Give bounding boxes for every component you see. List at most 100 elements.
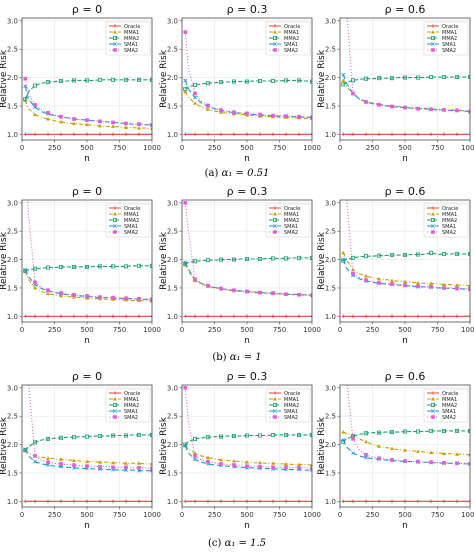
tick-label-x: 1000	[461, 326, 474, 334]
data-point-sma2	[183, 201, 188, 205]
chart-panel-7: 1.0 1.5 2.0 2.5 3.0 0 250 500 750 1000 ρ = 0 n Relat…	[0, 370, 161, 531]
data-point-mma1	[85, 459, 89, 464]
legend-marker-mma2	[272, 36, 277, 41]
data-point-sma1	[341, 72, 346, 77]
data-point-oracle	[284, 499, 288, 504]
data-point-mma1	[85, 296, 89, 300]
legend-marker-mma2	[430, 36, 435, 41]
y-axis-label: Relative Risk	[0, 49, 9, 108]
data-point-sma2	[111, 295, 115, 300]
y-axis-label: Relative Risk	[317, 49, 327, 108]
data-point-sma2	[429, 460, 433, 464]
data-point-sma2	[232, 288, 236, 293]
legend-marker-mma2	[113, 36, 118, 41]
data-point-sma2	[46, 460, 50, 464]
data-point-mma1	[429, 281, 433, 285]
data-point-oracle	[258, 132, 262, 137]
chart-panel-1: 1.0 1.5 2.0 2.5 3.0 0 250 500 750 1000 ρ = 0 n Relat…	[0, 3, 161, 164]
legend-marker-sma1	[431, 224, 435, 228]
legend-marker-oracle	[431, 24, 435, 28]
data-point-sma2	[455, 286, 459, 291]
legend-marker-sma2	[113, 230, 117, 234]
tick-label-y: 1.0	[7, 131, 18, 139]
tick-label-y: 1.5	[7, 469, 18, 477]
tick-label-x: 1000	[303, 511, 321, 519]
data-point-mma1	[310, 463, 312, 467]
data-point-oracle	[206, 499, 210, 504]
legend-marker-sma1	[431, 409, 435, 413]
data-point-oracle	[150, 314, 152, 319]
data-point-mma1	[442, 451, 446, 456]
data-point-oracle	[271, 132, 275, 137]
legend-marker-sma1	[273, 409, 277, 413]
data-point-sma2	[98, 464, 102, 469]
data-point-oracle	[72, 314, 76, 319]
data-point-oracle	[245, 132, 249, 137]
tick-label-y: 2.5	[7, 46, 18, 54]
legend-marker-mma2	[272, 217, 277, 222]
data-point-oracle	[183, 499, 188, 504]
data-point-oracle	[390, 314, 394, 319]
data-point-sma2	[150, 297, 152, 302]
tick-label-x: 250	[208, 326, 221, 334]
data-point-oracle	[271, 499, 275, 504]
series-group	[23, 76, 152, 137]
data-point-mma1	[124, 461, 128, 465]
data-point-oracle	[219, 132, 223, 137]
legend-marker-oracle	[431, 206, 435, 210]
data-point-sma2	[72, 463, 76, 467]
data-point-sma2	[468, 109, 470, 114]
data-point-mma2	[205, 435, 210, 440]
legend-marker-mma1	[273, 30, 277, 34]
series-line-mma2	[184, 257, 312, 265]
data-point-mma2	[350, 78, 355, 83]
legend-label: SMA1	[124, 409, 138, 415]
data-point-mma1	[59, 119, 63, 124]
plot-frame	[339, 384, 471, 508]
data-point-oracle	[219, 499, 223, 504]
data-point-oracle	[23, 314, 28, 319]
data-point-mma1	[98, 123, 102, 128]
data-point-mma1	[193, 101, 197, 105]
data-point-sma2	[98, 295, 102, 299]
series-line-mma2	[342, 430, 470, 443]
data-point-oracle	[111, 499, 115, 504]
data-point-mma2	[231, 79, 236, 84]
x-axis-label: n	[244, 521, 250, 531]
series-line-mma2	[184, 434, 312, 445]
legend-marker-sma2	[431, 230, 435, 234]
legend-marker-sma1	[113, 224, 117, 228]
legend-label: SMA1	[442, 42, 456, 48]
legend-label: MMA1	[442, 30, 457, 36]
tick-label-x: 250	[48, 326, 61, 334]
data-point-mma2	[270, 78, 275, 83]
data-point-mma2	[257, 257, 262, 262]
tick-label-y: 2.0	[7, 256, 18, 264]
data-point-sma2	[33, 280, 37, 285]
data-point-mma2	[85, 264, 90, 269]
data-point-sma2	[124, 465, 128, 470]
data-point-sma2	[403, 105, 407, 110]
data-point-oracle	[98, 132, 102, 137]
data-point-mma2	[415, 75, 420, 80]
legend-label: MMA2	[284, 403, 299, 409]
data-point-mma2	[98, 434, 103, 439]
data-point-oracle	[429, 499, 433, 504]
data-point-sma2	[206, 103, 210, 108]
plot-frame	[339, 199, 471, 323]
legend-label: MMA1	[284, 397, 299, 403]
tick-label-x: 500	[240, 326, 253, 334]
data-point-sma2	[124, 296, 128, 300]
data-point-oracle	[390, 132, 394, 137]
data-point-mma1	[232, 459, 236, 463]
data-point-mma2	[363, 76, 368, 81]
tick-label-x: 750	[273, 326, 286, 334]
plot-frame	[181, 384, 313, 508]
legend-label: Oracle	[124, 24, 140, 30]
data-point-mma1	[416, 280, 420, 285]
tick-label-x: 1000	[143, 326, 161, 334]
data-point-oracle	[377, 132, 381, 137]
data-point-mma2	[283, 432, 288, 437]
data-point-mma2	[46, 265, 51, 270]
data-point-mma2	[350, 255, 355, 260]
